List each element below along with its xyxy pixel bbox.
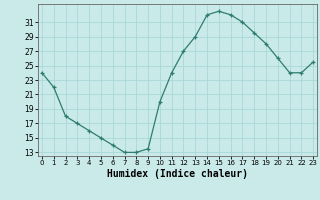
X-axis label: Humidex (Indice chaleur): Humidex (Indice chaleur) (107, 169, 248, 179)
